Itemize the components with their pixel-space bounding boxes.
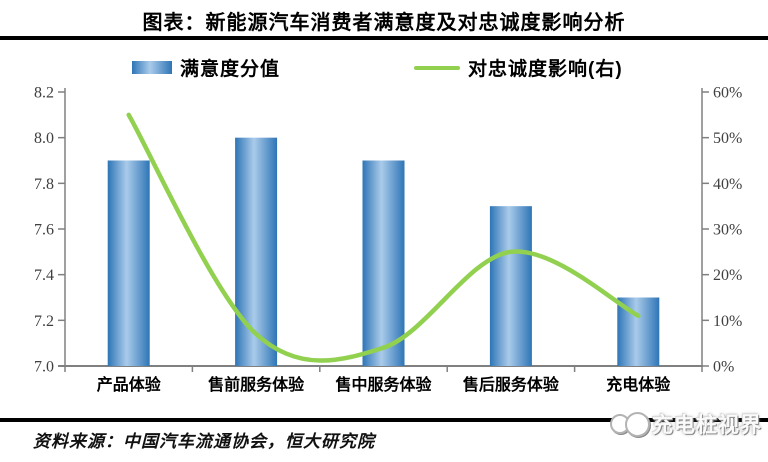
line-series-swatch-icon <box>414 65 460 70</box>
legend-item-satisfaction: 满意度分值 <box>132 54 280 81</box>
legend-item-loyalty: 对忠诚度影响(右) <box>414 54 623 81</box>
page-title: 图表：新能源汽车消费者满意度及对忠诚度影响分析 <box>142 12 626 34</box>
right-axis-tick-label: 60% <box>713 85 742 102</box>
category-label: 售前服务体验 <box>208 375 305 394</box>
right-axis-tick-label: 30% <box>713 222 742 239</box>
right-axis-tick-label: 50% <box>713 130 742 147</box>
legend-label-satisfaction: 满意度分值 <box>180 59 281 80</box>
satisfaction-bar <box>362 160 405 366</box>
satisfaction-bar <box>107 160 150 366</box>
left-axis-tick-label: 7.2 <box>34 313 54 330</box>
category-label: 充电体验 <box>606 375 671 394</box>
watermark-text: 充电桩视界 <box>652 414 762 437</box>
watermark: 充电桩视界 <box>610 409 762 439</box>
bar-series-swatch-icon <box>132 61 172 74</box>
right-axis-tick-label: 0% <box>713 359 734 376</box>
left-axis-tick-label: 7.4 <box>34 267 54 284</box>
satisfaction-bar <box>489 206 532 366</box>
watermark-logo-icon <box>625 411 650 437</box>
right-axis-tick-label: 40% <box>713 176 742 193</box>
category-label: 售中服务体验 <box>335 375 432 394</box>
legend: 满意度分值 对忠诚度影响(右) <box>0 54 768 80</box>
right-axis-tick-label: 20% <box>713 267 742 284</box>
right-axis-tick-label: 10% <box>713 313 742 330</box>
title-divider <box>0 36 768 40</box>
left-axis-tick-label: 7.6 <box>34 222 54 239</box>
source-note: 资料来源：中国汽车流通协会，恒大研究院 <box>33 432 375 451</box>
legend-label-loyalty: 对忠诚度影响(右) <box>468 59 623 80</box>
category-label: 产品体验 <box>97 375 162 394</box>
loyalty-impact-line <box>126 112 641 363</box>
satisfaction-bar <box>235 137 278 366</box>
left-axis-tick-label: 8.0 <box>34 130 54 147</box>
left-axis-tick-label: 7.0 <box>34 359 54 376</box>
left-axis-tick-label: 8.2 <box>34 85 54 102</box>
category-label: 售后服务体验 <box>463 375 560 394</box>
left-axis-tick-label: 7.8 <box>34 176 54 193</box>
footer-divider <box>0 418 768 422</box>
